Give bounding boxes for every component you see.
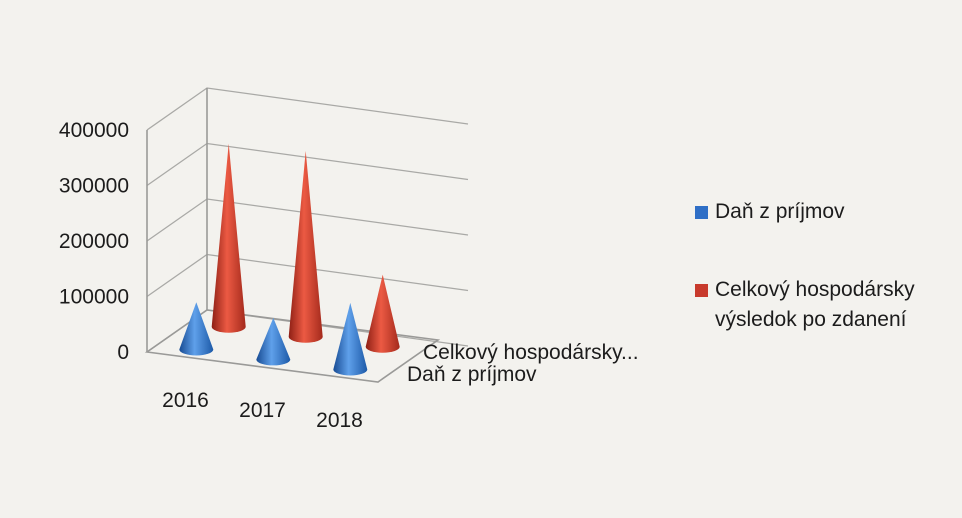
legend: Daň z príjmov Celkový hospodársky výsledok… (695, 200, 915, 331)
cone-body (333, 302, 368, 376)
cone-mark (179, 302, 214, 356)
depth-axis-label: Daň z príjmov (407, 363, 537, 386)
axes (144, 88, 441, 383)
x-tick-label: 2016 (162, 389, 209, 412)
cone-body (179, 302, 214, 356)
cone-body (288, 150, 323, 343)
x-tick-label: 2018 (316, 409, 363, 432)
y-tick-label: 400000 (59, 119, 129, 142)
y-tick-label: 300000 (59, 175, 129, 198)
legend-swatch (695, 284, 708, 297)
legend-label: Celkový hospodársky (715, 278, 915, 301)
floor-plane (144, 309, 441, 383)
labels: 0 100000 200000 300000 400000 2016 2017 2018 Cel… (59, 119, 639, 432)
cone-body (256, 317, 291, 366)
x-tick-label: 2017 (239, 399, 286, 422)
cone-mark (288, 150, 323, 343)
cone-body (211, 143, 246, 333)
y-tick-label: 100000 (59, 286, 129, 309)
cone-mark (211, 143, 246, 333)
y-tick-label: 0 (117, 341, 129, 364)
y-tick-label: 200000 (59, 230, 129, 253)
legend-label: Daň z príjmov (715, 200, 845, 223)
cone-mark (256, 317, 291, 366)
depth-axis-label: Celkový hospodársky... (423, 341, 639, 364)
gridline (146, 87, 469, 131)
cone-body (365, 274, 400, 353)
legend-swatch (695, 206, 708, 219)
cones (179, 143, 400, 376)
cone-mark (365, 274, 400, 353)
legend-label: výsledok po zdanení (715, 308, 907, 331)
cone-mark (333, 302, 368, 376)
